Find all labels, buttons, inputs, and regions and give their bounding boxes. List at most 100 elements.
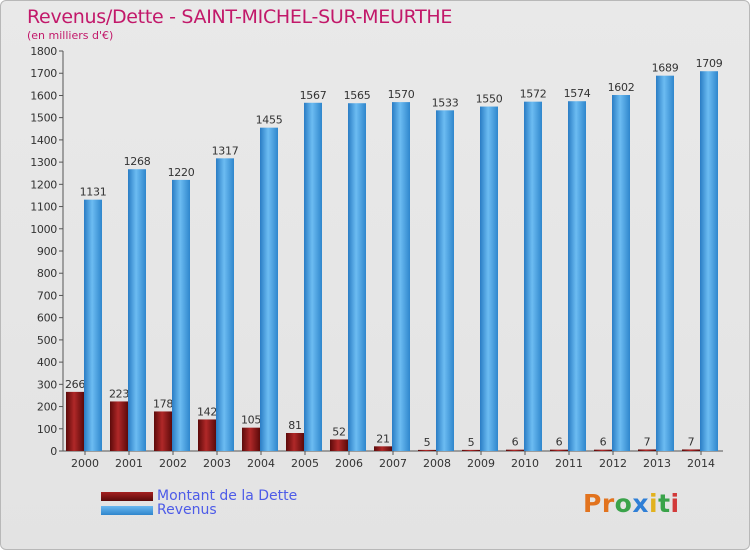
debt-bar: [110, 401, 128, 451]
y-tick-label: 800: [37, 267, 57, 280]
revenue-bar: [480, 106, 498, 452]
x-tick-label: 2005: [291, 457, 319, 470]
y-tick-label: 1600: [30, 89, 57, 102]
y-tick-label: 1300: [30, 156, 57, 169]
debt-bar: [286, 433, 304, 451]
revenue-data-label: 1268: [124, 155, 151, 168]
chart-title: Revenus/Dette - SAINT-MICHEL-SUR-MEURTHE: [27, 6, 453, 28]
revenue-data-label: 1572: [520, 88, 547, 101]
debt-bar: [682, 449, 700, 451]
debt-data-label: 223: [109, 387, 129, 400]
revenue-data-label: 1570: [388, 88, 415, 101]
logo-letter: t: [658, 489, 671, 518]
revenue-bar: [392, 102, 410, 451]
revenue-bar: [700, 71, 718, 451]
revenue-bar: [348, 103, 366, 451]
logo-letter: i: [670, 489, 680, 518]
revenue-data-label: 1220: [168, 166, 195, 179]
x-tick-label: 2001: [115, 457, 143, 470]
x-tick-label: 2004: [247, 457, 275, 470]
logo-letter: r: [601, 489, 615, 518]
debt-bar: [594, 449, 612, 451]
x-tick-label: 2006: [335, 457, 363, 470]
y-tick-label: 700: [37, 289, 57, 302]
revenue-bar: [128, 169, 146, 451]
y-tick-label: 1500: [30, 112, 57, 125]
logo-letter: P: [583, 489, 602, 518]
revenue-bar: [216, 158, 234, 452]
y-tick-label: 0: [50, 445, 57, 458]
x-tick-label: 2008: [423, 457, 451, 470]
debt-data-label: 5: [468, 436, 475, 449]
debt-data-label: 6: [556, 436, 563, 449]
legend-label-revenue: Revenus: [157, 502, 217, 518]
legend-swatch-debt: [101, 491, 153, 501]
y-tick-label: 1400: [30, 134, 57, 147]
logo-letter: o: [614, 489, 633, 518]
debt-bar: [66, 391, 84, 451]
debt-bar: [638, 449, 656, 451]
revenue-bar: [612, 95, 630, 451]
revenue-data-label: 1550: [476, 93, 503, 106]
y-tick-label: 1100: [30, 201, 57, 214]
revenue-bar: [172, 179, 190, 451]
debt-data-label: 6: [600, 436, 607, 449]
debt-data-label: 7: [644, 435, 651, 448]
legend-swatch-revenue: [101, 505, 153, 515]
debt-bar: [462, 449, 480, 451]
revenue-data-label: 1533: [432, 96, 459, 109]
revenue-data-label: 1131: [80, 186, 107, 199]
x-tick-label: 2010: [511, 457, 539, 470]
debt-data-label: 52: [332, 425, 345, 438]
debt-data-label: 7: [688, 435, 695, 448]
x-tick-label: 2007: [379, 457, 407, 470]
revenue-data-label: 1565: [344, 89, 371, 102]
y-tick-label: 300: [37, 378, 57, 391]
debt-bar: [330, 439, 348, 451]
legend-item-revenue: Revenus: [101, 502, 217, 518]
x-tick-label: 2013: [643, 457, 671, 470]
revenue-data-label: 1574: [564, 87, 591, 100]
proxiti-logo: Proxiti: [583, 489, 680, 518]
x-tick-label: 2011: [555, 457, 583, 470]
revenue-bar: [84, 199, 102, 451]
revenue-bar: [524, 101, 542, 452]
x-tick-label: 2003: [203, 457, 231, 470]
y-tick-label: 600: [37, 312, 57, 325]
y-tick-label: 500: [37, 334, 57, 347]
x-tick-label: 2002: [159, 457, 187, 470]
revenue-data-label: 1689: [652, 62, 679, 75]
chart-subtitle: (en milliers d'€): [27, 29, 114, 42]
y-tick-label: 200: [37, 401, 57, 414]
debt-data-label: 178: [153, 397, 173, 410]
y-tick-label: 100: [37, 423, 57, 436]
y-tick-label: 1200: [30, 178, 57, 191]
debt-bar: [374, 446, 392, 451]
revenue-data-label: 1567: [300, 89, 327, 102]
legend-item-debt: Montant de la Dette: [101, 488, 298, 504]
x-tick-label: 2009: [467, 457, 495, 470]
x-tick-label: 2012: [599, 457, 627, 470]
revenue-bar: [260, 127, 278, 452]
debt-data-label: 21: [376, 432, 389, 445]
legend-label-debt: Montant de la Dette: [157, 488, 298, 504]
logo-letter: i: [649, 489, 659, 518]
revenue-bar: [436, 110, 454, 451]
y-tick-label: 1700: [30, 67, 57, 80]
revenue-bar: [304, 102, 322, 452]
y-tick-label: 400: [37, 356, 57, 369]
revenue-data-label: 1709: [696, 57, 723, 70]
y-tick-label: 1000: [30, 223, 57, 236]
debt-data-label: 105: [241, 414, 261, 427]
debt-data-label: 81: [288, 419, 301, 432]
x-tick-label: 2000: [71, 457, 99, 470]
x-tick-label: 2014: [687, 457, 715, 470]
revenue-bar: [656, 75, 674, 452]
y-tick-label: 1800: [30, 45, 57, 58]
debt-data-label: 266: [65, 378, 85, 391]
debt-data-label: 5: [424, 436, 431, 449]
debt-bar: [242, 427, 260, 451]
debt-bar: [198, 419, 216, 451]
